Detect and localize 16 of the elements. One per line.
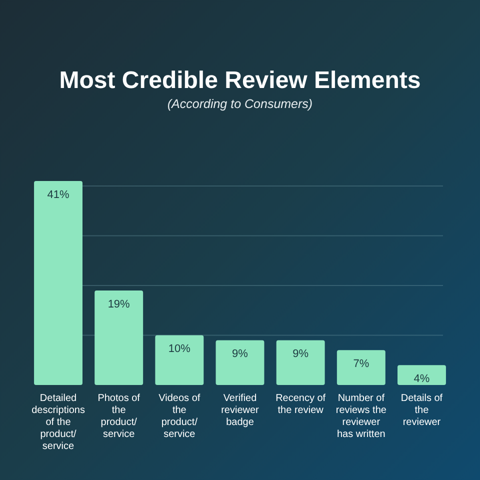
x-tick-label: Photos of the product/ service	[98, 393, 140, 440]
chart-title: Most Credible Review Elements	[59, 67, 421, 94]
x-tick-label: Details of the reviewer	[400, 393, 443, 428]
x-tick-label: Recency of the review	[276, 393, 326, 416]
data-label: 9%	[232, 348, 248, 360]
x-tick-label: Verified reviewer badge	[221, 393, 260, 428]
x-tick-label: Videos of the product/ service	[158, 393, 200, 440]
data-label: 4%	[414, 373, 430, 386]
data-label: 41%	[47, 189, 70, 201]
data-label: 7%	[353, 358, 370, 370]
data-label: 10%	[168, 343, 191, 356]
data-label: 19%	[108, 298, 130, 310]
data-label: 9%	[292, 348, 309, 360]
chart-subtitle: (According to Consumers)	[167, 97, 313, 111]
x-tick-label: Number of reviews the reviewer has written	[336, 393, 387, 440]
x-tick-label: Detailed descriptions of the product/ service	[32, 393, 85, 452]
